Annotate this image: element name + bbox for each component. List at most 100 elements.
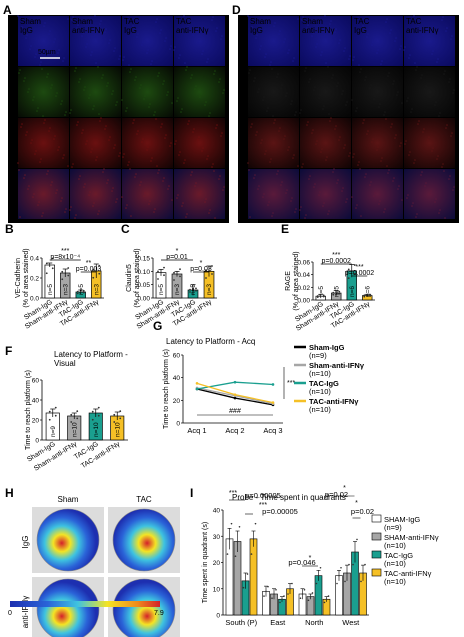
x-category-label: Acq 2 (225, 426, 244, 435)
micrograph-speckle (366, 133, 368, 135)
micrograph-speckle (180, 111, 182, 113)
micrograph-speckle (254, 174, 256, 176)
data-point (364, 563, 366, 566)
micrograph-speckle (86, 140, 88, 142)
micrograph-speckle (279, 127, 281, 129)
micrograph-column-label: TAC (124, 17, 140, 26)
micrograph-speckle (198, 136, 200, 138)
micrograph-column-label: Sham (20, 17, 41, 26)
micrograph-speckle (44, 119, 46, 121)
micrograph-speckle (305, 67, 307, 69)
micrograph-speckle (69, 112, 71, 114)
micrograph-speckle (253, 80, 255, 82)
micrograph-speckle (188, 23, 190, 25)
data-point (98, 264, 101, 267)
micrograph-speckle (93, 105, 95, 107)
micrograph-speckle (365, 173, 367, 175)
n-label: n=10 (93, 422, 100, 437)
p-value-label: p=0.00005 (262, 507, 298, 516)
micrograph-speckle (265, 150, 267, 152)
data-point (289, 587, 291, 590)
micrograph-speckle (106, 85, 108, 87)
micrograph-speckle (40, 158, 42, 160)
micrograph-speckle (55, 95, 57, 97)
micrograph-speckle (65, 208, 67, 210)
micrograph-speckle (416, 213, 418, 215)
micrograph-speckle (453, 89, 455, 91)
micrograph-speckle (428, 136, 430, 138)
micrograph-speckle (336, 182, 338, 184)
micrograph-speckle (384, 208, 386, 210)
micrograph-speckle (318, 97, 320, 99)
micrograph-speckle (121, 99, 123, 101)
micrograph-row-label: CD31 (239, 134, 246, 152)
n-label: n=3 (93, 284, 100, 295)
data-point (205, 277, 207, 279)
data-point (325, 598, 328, 601)
data-point (347, 277, 350, 280)
micrograph-speckle (307, 121, 309, 123)
micrograph-speckle (108, 42, 110, 44)
micrograph-speckle (75, 67, 77, 69)
y-tick-label: 0.4 (30, 256, 39, 263)
micrograph-speckle (195, 85, 197, 87)
micrograph-speckle (438, 212, 440, 214)
micrograph-speckle (400, 142, 402, 144)
micrograph-speckle (176, 197, 178, 199)
micrograph-speckle (285, 95, 287, 97)
micrograph-speckle (427, 139, 429, 141)
p-value-label: p=8x10⁻⁴ (50, 254, 80, 261)
micrograph-speckle (23, 177, 25, 179)
n-label: n=5 (190, 284, 197, 295)
micrograph-speckle (311, 132, 313, 134)
micrograph-speckle (88, 194, 90, 196)
micrograph-speckle (258, 185, 260, 187)
micrograph-speckle (200, 93, 202, 95)
micrograph-speckle (162, 180, 164, 182)
micrograph-speckle (209, 112, 211, 114)
data-point (356, 538, 358, 541)
x-category-label: TAC-anti-IFNγ (80, 441, 122, 471)
data-point (336, 582, 338, 585)
micrograph-speckle (208, 212, 210, 214)
micrograph-speckle (352, 59, 354, 61)
micrograph-speckle (56, 92, 58, 94)
micrograph-speckle (274, 119, 276, 121)
micrograph-speckle (97, 213, 99, 215)
micrograph-speckle (328, 113, 330, 115)
data-point (205, 269, 207, 271)
micrograph-speckle (60, 200, 62, 202)
micrograph-speckle (295, 111, 297, 113)
micrograph-speckle (392, 180, 394, 182)
data-point (48, 418, 51, 421)
micrograph-speckle (84, 183, 86, 185)
micrograph-speckle (199, 193, 201, 195)
significance-stars: *** (259, 502, 267, 509)
micrograph-speckle (94, 15, 96, 17)
micrograph-column-label: Sham (250, 17, 271, 26)
micrograph-speckle (430, 93, 432, 95)
panel-title: Latency to Platform - (54, 350, 128, 359)
micrograph-speckle (35, 150, 37, 152)
micrograph-speckle (249, 69, 251, 71)
micrograph-speckle (444, 70, 446, 72)
micrograph-speckle (407, 97, 409, 99)
micrograph-speckle (213, 73, 215, 75)
micrograph-tile (248, 118, 299, 168)
scale-bar-label: 50µm (38, 49, 56, 56)
micrograph-speckle (139, 184, 141, 186)
micrograph-speckle (277, 73, 279, 75)
micrograph-speckle (72, 16, 74, 18)
micrograph-speckle (192, 131, 194, 133)
micrograph-speckle (215, 30, 217, 32)
micrograph-speckle (395, 134, 397, 136)
y-tick-label: 10 (213, 586, 221, 593)
micrograph-speckle (223, 89, 225, 91)
micrograph-tile (70, 67, 121, 117)
micrograph-speckle (346, 101, 348, 103)
data-point (332, 291, 335, 294)
micrograph-speckle (276, 76, 278, 78)
micrograph-speckle (302, 163, 304, 165)
legend-count: (n=10) (384, 559, 406, 568)
data-point (163, 274, 165, 277)
